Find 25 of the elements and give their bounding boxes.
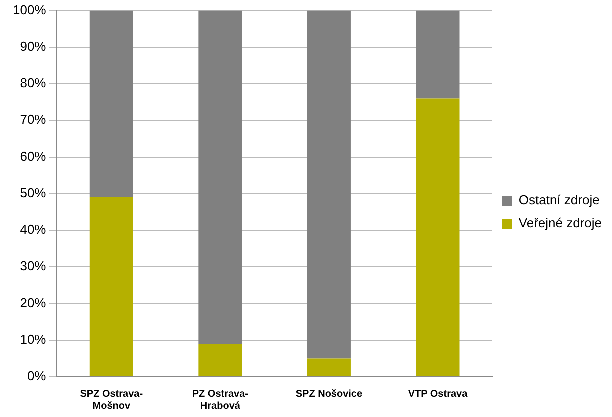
- y-tick-label: 90%: [20, 39, 47, 54]
- bar: [416, 10, 460, 99]
- x-tick-label: SPZ Ostrava-Mošnov: [80, 388, 144, 412]
- bar: [416, 98, 460, 376]
- x-tick-label: PZ Ostrava-Hrabová: [192, 388, 248, 412]
- y-tick-label: 0%: [27, 368, 47, 384]
- y-tick-label: 80%: [20, 76, 47, 91]
- y-tick-label: 60%: [20, 148, 47, 164]
- legend-label: Ostatní zdroje: [518, 192, 600, 208]
- y-tick-label: 100%: [13, 2, 47, 18]
- x-tick-label: SPZ Nošovice: [296, 388, 363, 400]
- bar: [198, 344, 242, 376]
- bar: [198, 10, 242, 344]
- y-tick-label: 30%: [20, 258, 47, 274]
- y-tick-label: 40%: [20, 222, 47, 238]
- legend-label: Veřejné zdroje: [518, 216, 602, 231]
- x-tick-label: VTP Ostrava: [408, 388, 468, 400]
- bar: [307, 358, 351, 376]
- bar: [90, 10, 134, 198]
- y-tick-label: 20%: [20, 295, 47, 310]
- bar: [307, 10, 351, 359]
- y-tick-label: 70%: [20, 112, 47, 128]
- y-tick-label: 10%: [20, 332, 47, 347]
- y-tick-label: 50%: [20, 185, 47, 200]
- bar: [90, 198, 134, 376]
